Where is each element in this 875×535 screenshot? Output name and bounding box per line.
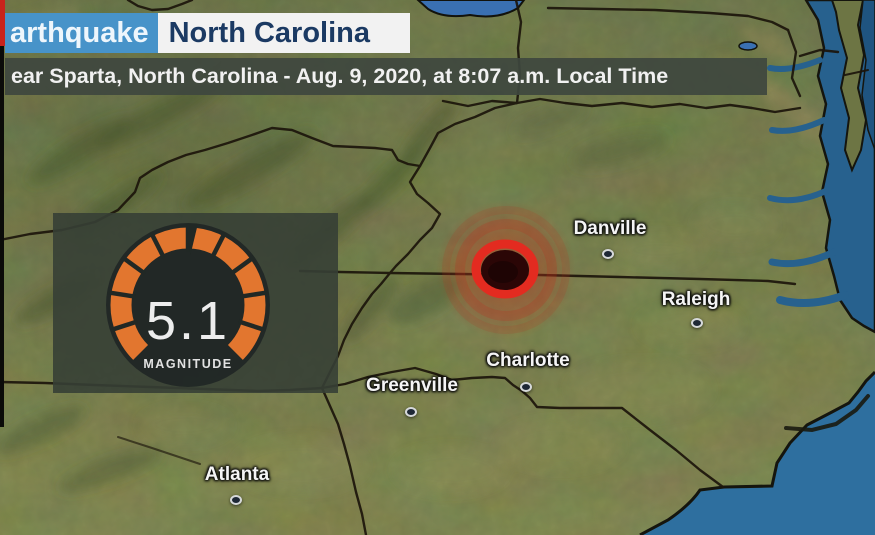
albemarle-sound bbox=[776, 291, 849, 307]
epicenter-ring bbox=[471, 239, 539, 299]
kerr-lake bbox=[416, 0, 526, 18]
river-inlet bbox=[769, 117, 827, 134]
gauge-tick bbox=[237, 319, 267, 333]
border-md-de bbox=[786, 28, 802, 98]
magnitude-value: 5.1 bbox=[145, 291, 231, 351]
border-ga-sc bbox=[320, 386, 368, 535]
epicenter-ripple bbox=[455, 219, 557, 321]
coastline bbox=[639, 370, 875, 535]
program-title: arthquake bbox=[5, 13, 158, 53]
magnitude-label: MAGNITUDE bbox=[143, 357, 233, 371]
gauge-tick bbox=[229, 255, 256, 276]
city-dot-greenville bbox=[405, 407, 417, 417]
river-inlet bbox=[767, 187, 831, 204]
gauge-tick bbox=[120, 255, 147, 276]
city-dot-danville bbox=[602, 249, 614, 259]
border-top-horizontal bbox=[546, 6, 790, 32]
subtitle-bar: ear Sparta, North Carolina - Aug. 9, 202… bbox=[5, 58, 767, 95]
headline-bar: arthquake North Carolina bbox=[5, 13, 411, 53]
water-bodies bbox=[416, 0, 875, 535]
city-label-atlanta: Atlanta bbox=[204, 464, 270, 485]
magnitude-gauge bbox=[106, 223, 270, 387]
magnitude-gauge-panel: 5.1 MAGNITUDE bbox=[53, 213, 338, 393]
gauge-tick bbox=[239, 290, 269, 299]
gauge-tick bbox=[109, 319, 139, 333]
border-near-atlanta bbox=[117, 436, 201, 465]
river-inlet bbox=[768, 248, 838, 268]
city-label-charlotte: Charlotte bbox=[486, 350, 570, 371]
border-top-left-squiggle bbox=[126, 0, 194, 12]
atlantic-top-right bbox=[859, 0, 875, 151]
city-label-greenville: Greenville bbox=[366, 375, 458, 396]
border-nc-sc bbox=[320, 366, 725, 489]
border-ky-va bbox=[0, 101, 519, 242]
outer-banks bbox=[784, 394, 870, 433]
gauge-tick bbox=[107, 290, 137, 299]
city-label-raleigh: Raleigh bbox=[661, 289, 731, 310]
region-title: North Carolina bbox=[157, 13, 411, 53]
gauge-pointer bbox=[185, 224, 198, 256]
city-dot-raleigh bbox=[691, 318, 703, 328]
edge-red-strip bbox=[0, 0, 5, 46]
epicenter-marker bbox=[436, 200, 576, 340]
city-label-danville: Danville bbox=[573, 218, 647, 239]
city-dot-charlotte bbox=[520, 382, 532, 392]
border-md-branch bbox=[798, 48, 840, 58]
epicenter-core-shadow bbox=[488, 261, 518, 283]
epicenter-ripple bbox=[442, 206, 570, 334]
border-tn-nc bbox=[320, 164, 442, 390]
gauge-tick bbox=[210, 231, 228, 259]
city-dot-atlanta bbox=[230, 495, 242, 505]
small-lake bbox=[738, 41, 758, 51]
border-delmarva bbox=[844, 69, 869, 76]
edge-black-strip bbox=[0, 46, 4, 427]
delmarva-peninsula bbox=[830, 0, 868, 173]
gauge-tick bbox=[148, 231, 166, 259]
border-va-wv bbox=[441, 97, 802, 114]
